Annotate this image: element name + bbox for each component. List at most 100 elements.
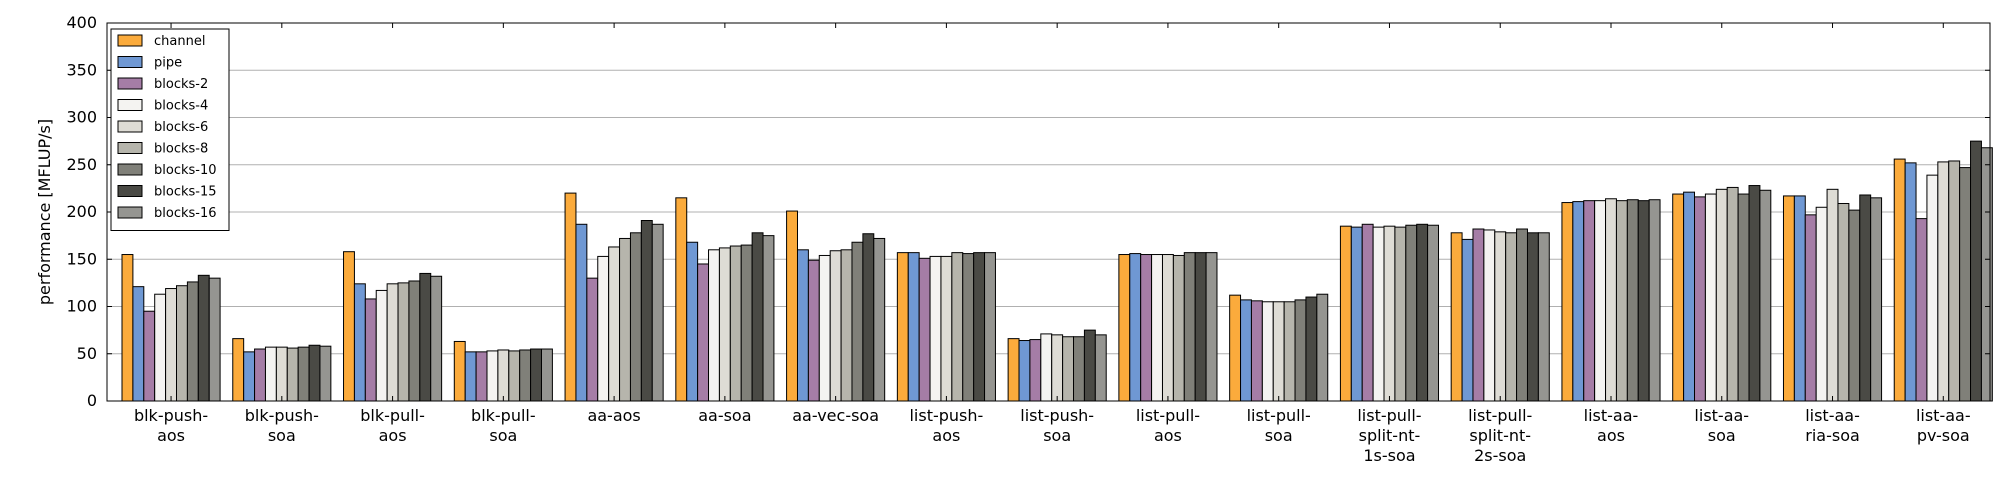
bar-blocks-2 <box>1140 254 1153 402</box>
y-tick-label: 250 <box>66 155 97 174</box>
legend-label: channel <box>154 34 205 49</box>
x-tick-label-line: pv-soa <box>1917 426 1970 445</box>
legend-label: blocks-8 <box>154 142 208 157</box>
legend-label: blocks-4 <box>154 99 208 114</box>
x-tick-label-line: list-aa- <box>1805 406 1860 425</box>
bar-channel <box>1339 225 1352 402</box>
bar-blocks-6 <box>940 255 953 402</box>
bar-blocks-16 <box>1759 189 1772 402</box>
bar-blocks-6 <box>829 250 842 402</box>
bar-blocks-8 <box>1615 200 1628 402</box>
bar-blocks-4 <box>1815 206 1828 402</box>
bar-channel <box>232 338 245 402</box>
bar-channel <box>1893 158 1906 402</box>
bar-blocks-6 <box>608 246 621 402</box>
y-tick-label: 350 <box>66 60 97 79</box>
bar-blocks-10 <box>297 346 310 402</box>
bar-blocks-10 <box>1073 336 1085 402</box>
x-tick-label: blk-push-aos <box>134 406 208 445</box>
bar-blocks-2 <box>364 298 377 402</box>
bar-blocks-8 <box>951 252 964 402</box>
bar-blocks-16 <box>1870 197 1883 402</box>
bar-blocks-4 <box>486 350 499 402</box>
bar-blocks-10 <box>1183 252 1196 402</box>
bar-blocks-15 <box>308 344 321 402</box>
x-tick-label: list-aa-soa <box>1694 406 1749 445</box>
x-tick-label-line: soa <box>1265 426 1293 445</box>
x-tick-label-line: aa-vec-soa <box>792 406 879 425</box>
y-tick-label: 0 <box>87 391 97 410</box>
bar-blocks-16 <box>1648 199 1661 402</box>
bar-blocks-6 <box>1272 301 1285 402</box>
bar-blocks-2 <box>1583 200 1596 402</box>
bar-blocks-2 <box>254 348 266 402</box>
bar-blocks-2 <box>1029 339 1042 402</box>
legend-swatch <box>117 163 143 176</box>
bar-blocks-4 <box>264 346 277 402</box>
bar-channel <box>453 340 466 402</box>
bar-pipe <box>575 223 588 402</box>
bar-blocks-10 <box>1848 209 1861 402</box>
legend-label: blocks-2 <box>154 77 208 92</box>
bar-pipe <box>1129 253 1142 402</box>
x-tick-label-line: aos <box>157 426 185 445</box>
x-tick-label-line: split-nt- <box>1469 426 1531 445</box>
x-tick-label-line: ria-soa <box>1805 426 1860 445</box>
bar-blocks-15 <box>1970 140 1982 402</box>
bar-channel <box>121 254 134 402</box>
y-tick-label: 50 <box>77 344 97 363</box>
bar-pipe <box>1683 191 1696 402</box>
bar-pipe <box>907 252 920 402</box>
y-tick-label: 300 <box>66 108 97 127</box>
bar-blocks-8 <box>1505 232 1518 402</box>
legend-swatch <box>117 142 143 154</box>
bar-blocks-15 <box>640 220 653 402</box>
x-tick-label: list-push-soa <box>1020 406 1094 445</box>
bar-blocks-4 <box>1483 229 1496 402</box>
bar-blocks-10 <box>519 349 532 402</box>
x-tick-label: list-push-aos <box>909 406 983 445</box>
bar-blocks-6 <box>497 349 510 402</box>
bar-blocks-4 <box>929 255 942 402</box>
bar-blocks-15 <box>1526 232 1539 402</box>
x-tick-label: blk-pull-aos <box>360 406 425 445</box>
bar-blocks-15 <box>197 274 210 402</box>
bar-blocks-10 <box>851 241 864 402</box>
bar-channel <box>1229 294 1242 402</box>
bar-channel <box>1672 193 1685 402</box>
x-tick-label: blk-push-soa <box>245 406 319 445</box>
bar-blocks-10 <box>962 253 975 402</box>
bar-blocks-16 <box>762 235 775 402</box>
bar-blocks-2 <box>918 257 931 402</box>
x-tick-label: list-pull-split-nt-2s-soa <box>1468 406 1532 465</box>
bar-blocks-8 <box>1283 301 1296 402</box>
legend-label: blocks-6 <box>154 120 208 135</box>
bar-blocks-2 <box>1915 218 1928 402</box>
legend-swatch <box>117 99 143 111</box>
bar-blocks-15 <box>1859 194 1872 402</box>
bar-blocks-8 <box>397 282 410 402</box>
x-tick-label-line: list-pull- <box>1357 406 1421 425</box>
bar-blocks-6 <box>1605 198 1617 402</box>
bar-pipe <box>1793 195 1806 402</box>
x-tick-label: blk-pull-soa <box>471 406 536 445</box>
bar-pipe <box>353 283 366 402</box>
x-tick-label: list-pull-aos <box>1136 406 1200 445</box>
bar-blocks-2 <box>807 259 820 402</box>
bar-pipe <box>1018 340 1031 402</box>
y-axis-ticks: 0 50 100 150 200 250 300 350 400 <box>66 13 1990 410</box>
x-tick-label-line: aos <box>1154 426 1182 445</box>
x-tick-label: aa-soa <box>698 406 751 425</box>
bar-blocks-16 <box>1316 293 1329 402</box>
bar-blocks-4 <box>818 254 831 402</box>
bar-blocks-2 <box>1694 196 1706 402</box>
bar-pipe <box>796 249 809 402</box>
bar-pipe <box>1572 201 1585 402</box>
bar-blocks-6 <box>1161 254 1174 402</box>
bar-channel <box>786 210 798 402</box>
bar-blocks-10 <box>1737 193 1750 402</box>
bar-blocks-16 <box>651 223 664 402</box>
bar-channel <box>675 197 688 402</box>
bar-blocks-8 <box>1837 202 1850 402</box>
